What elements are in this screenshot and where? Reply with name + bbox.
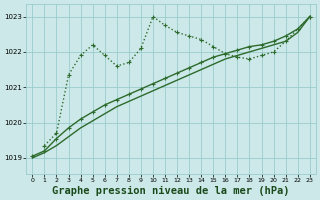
X-axis label: Graphe pression niveau de la mer (hPa): Graphe pression niveau de la mer (hPa) — [52, 186, 290, 196]
